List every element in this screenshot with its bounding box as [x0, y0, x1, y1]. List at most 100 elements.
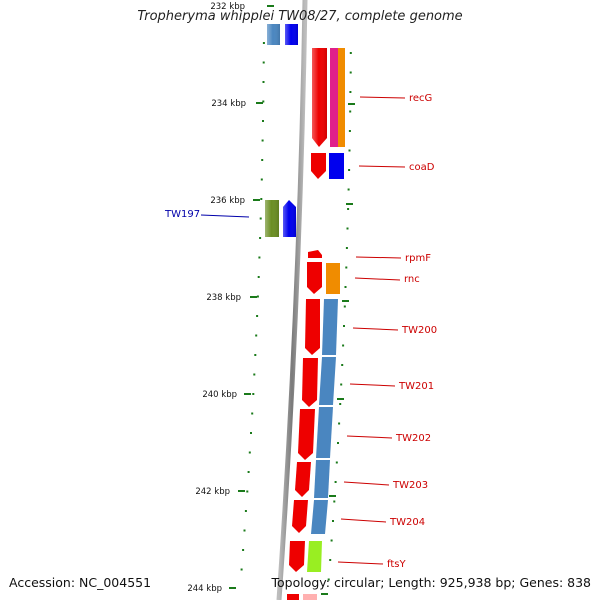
gene-label-TW197[interactable]: TW197: [164, 209, 200, 220]
gene-block-bottom-pink[interactable]: [303, 594, 317, 600]
minor-tick-dot: [262, 120, 264, 122]
gene-arrow-TW203[interactable]: [295, 462, 311, 497]
minor-tick-dot: [338, 422, 341, 425]
minor-tick-dot: [340, 383, 343, 386]
minor-tick-dot: [255, 334, 258, 337]
scale-label-236: 236 kbp: [210, 196, 245, 206]
label-leaders: [200, 96, 406, 565]
scale-label-242: 242 kbp: [195, 487, 230, 497]
minor-tick-dot: [262, 61, 265, 64]
minor-tick-dot: [343, 305, 346, 308]
leader-TW200: [352, 327, 399, 331]
minor-tick-dot: [345, 266, 348, 269]
minor-tick-dot: [260, 178, 263, 181]
scale-label-244: 244 kbp: [187, 584, 222, 594]
gene-arrow-TW204[interactable]: [292, 500, 308, 533]
minor-tick-dot: [240, 568, 243, 571]
gene-block-recG-orange[interactable]: [338, 48, 345, 147]
gene-arrow-coaD-blue[interactable]: [329, 153, 344, 179]
minor-tick-dot: [335, 461, 338, 464]
minor-tick-dot: [347, 208, 350, 210]
minor-tick-dot: [256, 295, 259, 298]
gene-label-TW203[interactable]: TW203: [392, 480, 428, 491]
minor-tick-dot: [333, 500, 336, 503]
leader-rpmF: [355, 256, 402, 259]
gene-arrow-TW197[interactable]: [283, 200, 296, 237]
minor-tick-dot: [253, 373, 256, 376]
gene-arrow-coaD-red[interactable]: [311, 153, 326, 179]
leader-TW203: [343, 481, 390, 486]
leader-rnc: [354, 277, 401, 281]
gene-arrow-ftsY-red[interactable]: [289, 541, 305, 572]
minor-tick-dot: [243, 529, 246, 532]
minor-tick-dot: [347, 188, 350, 191]
minor-tick-dot: [341, 364, 344, 366]
gene-block-ftsY-green[interactable]: [307, 541, 322, 572]
leader-TW197: [200, 214, 250, 218]
minor-tick-dot: [344, 286, 347, 288]
scale-label-240: 240 kbp: [202, 390, 237, 400]
gene-label-rnc[interactable]: rnc: [404, 274, 420, 285]
minor-tick-dot: [262, 81, 265, 83]
gene-block-rpmF[interactable]: [308, 250, 322, 258]
minor-tick-dot: [261, 139, 264, 142]
minor-tick-dot: [244, 510, 247, 512]
gene-label-coaD[interactable]: coaD: [409, 162, 435, 173]
leader-recG: [359, 96, 406, 99]
gene-arrow-TW201[interactable]: [302, 358, 318, 407]
minor-tick-dot: [349, 110, 352, 113]
minor-tick-dot: [349, 52, 352, 54]
minor-tick-dot: [257, 276, 260, 278]
minor-tick-dot: [345, 247, 348, 249]
gene-block-TW197-green[interactable]: [265, 200, 279, 237]
scale-label-232: 232 kbp: [210, 2, 245, 12]
minor-tick-dot: [348, 169, 351, 171]
gene-block-top-blue-light[interactable]: [267, 24, 280, 45]
genome-backbone: [276, 0, 308, 600]
minor-tick-dot: [260, 198, 263, 200]
gene-label-TW201[interactable]: TW201: [398, 381, 434, 392]
gene-label-rpmF[interactable]: rpmF: [405, 253, 431, 264]
gene-arrow-recG[interactable]: [312, 48, 327, 147]
map-title: Tropheryma whipplei TW08/27, complete ge…: [137, 9, 463, 24]
gene-block-TW204-blue[interactable]: [311, 500, 328, 534]
gene-block-top-blue[interactable]: [285, 24, 298, 45]
minor-tick-dot: [262, 100, 265, 103]
minor-tick-dot: [261, 159, 264, 161]
minor-tick-dot: [258, 256, 261, 259]
gene-features: [265, 24, 345, 600]
minor-tick-dot: [349, 91, 352, 93]
leader-ftsY: [337, 561, 384, 565]
gene-block-bottom-red[interactable]: [287, 594, 299, 600]
gene-label-ftsY[interactable]: ftsY: [387, 559, 406, 570]
scale-ticks: 232 kbp 234 kbp 236 kbp 238 kbp 240 kbp …: [187, 2, 355, 595]
minor-tick-dot: [262, 42, 265, 44]
gene-label-recG[interactable]: recG: [409, 93, 432, 104]
gene-label-TW202[interactable]: TW202: [395, 433, 431, 444]
gene-label-TW200[interactable]: TW200: [401, 325, 437, 336]
gene-block-recG-magenta[interactable]: [330, 48, 338, 147]
minor-tick-dot: [349, 71, 352, 74]
minor-tick-dot: [329, 559, 332, 561]
topology-text: Topology: circular; Length: 925,938 bp; …: [271, 575, 592, 590]
minor-tick-dot: [343, 325, 345, 327]
gene-arrow-TW200[interactable]: [305, 299, 320, 355]
gene-block-TW202-blue[interactable]: [316, 407, 333, 458]
gene-block-TW201-blue[interactable]: [319, 357, 336, 405]
gene-label-TW204[interactable]: TW204: [389, 517, 425, 528]
minor-tick-dot: [246, 490, 249, 493]
gene-block-TW200-blue[interactable]: [322, 299, 338, 355]
gene-block-rnc-orange[interactable]: [326, 263, 340, 294]
accession-text: Accession: NC_004551: [9, 575, 152, 590]
minor-tick-dot: [248, 451, 251, 454]
gene-arrow-rnc-red[interactable]: [307, 262, 322, 294]
minor-tick-dot: [252, 393, 255, 395]
leader-TW204: [340, 518, 387, 523]
minor-tick-dot: [251, 412, 254, 415]
gene-arrow-TW202[interactable]: [298, 409, 315, 460]
gene-block-TW203-blue[interactable]: [314, 460, 330, 498]
minor-tick-dot: [327, 578, 330, 581]
minor-tick-dot: [330, 539, 333, 542]
minor-tick-dot: [247, 471, 250, 473]
